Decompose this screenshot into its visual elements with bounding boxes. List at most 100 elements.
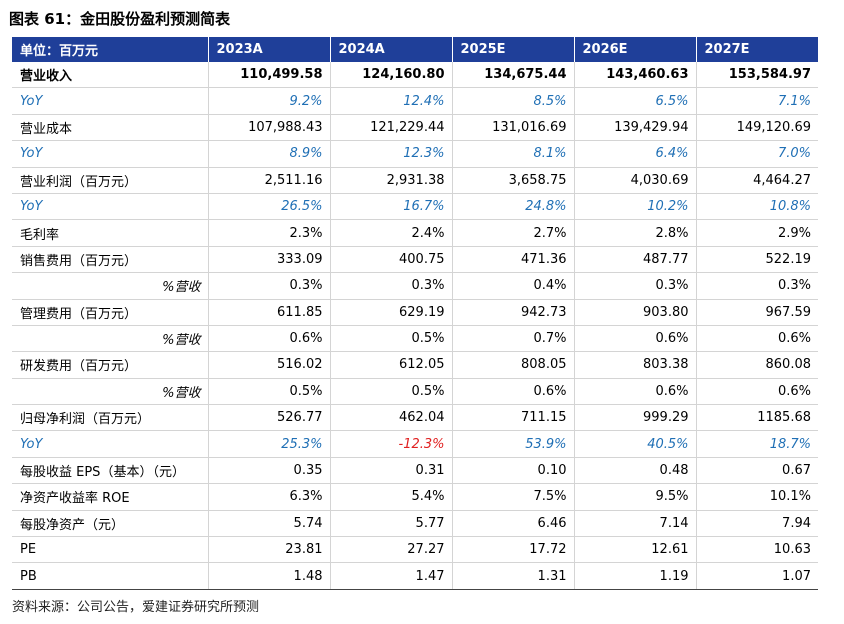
table-cell: 7.5% [451,483,574,511]
table-cell: 131,016.69 [451,114,574,142]
table-cell: 10.63 [695,536,818,564]
table-cell: 0.35 [207,457,330,485]
table-cell: 8.5% [451,87,574,115]
figure-title: 图表 61：金田股份盈利预测简表 [9,10,231,28]
table-cell: 10.8% [695,193,818,221]
row-label: 每股收益 EPS（基本）（元） [12,457,208,485]
table-cell: 0.3% [695,272,818,300]
table-cell: 2.8% [573,219,696,247]
row-label: 营业利润（百万元） [12,167,208,194]
table-cell: 0.5% [207,378,330,406]
table-row: %营收 0.5% 0.5% 0.6% 0.6% 0.6% [12,378,818,406]
table-row: 营业收入 110,499.58 124,160.80 134,675.44 143,46… [12,62,818,89]
table-header-row: 单位：百万元 2023A 2024A 2025E 2026E 2027E [12,37,818,62]
row-label: 营业成本 [12,114,208,142]
table-cell: 1.47 [329,562,452,590]
table-cell: 7.14 [573,510,696,538]
table-cell: 7.1% [695,87,818,115]
table-cell: 17.72 [451,536,574,564]
table-cell: 0.4% [451,272,574,300]
table-cell: 516.02 [207,351,330,379]
table-row: YoY 8.9% 12.3% 8.1% 6.4% 7.0% [12,140,818,168]
row-label: 归母净利润（百万元） [12,404,208,432]
table-cell: 9.5% [573,483,696,511]
table-cell: 6.4% [573,140,696,168]
header-2024a: 2024A [329,37,452,62]
table-row: 每股净资产（元） 5.74 5.77 6.46 7.14 7.94 [12,510,818,538]
financial-forecast-table: 单位：百万元 2023A 2024A 2025E 2026E 2027E 营业收… [12,37,818,590]
table-cell: 0.6% [207,325,330,353]
table-cell: 967.59 [695,299,818,326]
table-cell: 629.19 [329,299,452,326]
table-cell: 1.31 [451,562,574,590]
header-2025e: 2025E [451,37,574,62]
table-cell: 0.6% [573,378,696,406]
table-cell: 0.48 [573,457,696,485]
table-cell: 1.07 [695,562,818,590]
table-cell: 333.09 [207,246,330,274]
table-cell: 153,584.97 [695,62,818,89]
table-cell: 149,120.69 [695,114,818,142]
table-cell: 487.77 [573,246,696,274]
table-cell: 12.61 [573,536,696,564]
table-cell: 6.3% [207,483,330,511]
table-cell: 3,658.75 [451,167,574,194]
table-body: 营业收入 110,499.58 124,160.80 134,675.44 143,46… [12,62,818,590]
table-cell: 0.6% [451,378,574,406]
table-cell: 903.80 [573,299,696,326]
row-label: %营收 [12,272,208,300]
table-cell: 0.31 [329,457,452,485]
table-row: 毛利率 2.3% 2.4% 2.7% 2.8% 2.9% [12,219,818,247]
table-cell: 462.04 [329,404,452,432]
table-cell: 10.1% [695,483,818,511]
table-cell: 2.9% [695,219,818,247]
table-row: YoY 9.2% 12.4% 8.5% 6.5% 7.1% [12,87,818,115]
table-cell: 2,511.16 [207,167,330,194]
header-2023a: 2023A [207,37,330,62]
row-label: %营收 [12,325,208,353]
table-cell: 8.1% [451,140,574,168]
table-row: 管理费用（百万元） 611.85 629.19 942.73 903.80 967.59 [12,299,818,326]
table-row: 净资产收益率 ROE 6.3% 5.4% 7.5% 9.5% 10.1% [12,483,818,511]
row-label: PE [12,536,208,564]
table-row: 归母净利润（百万元） 526.77 462.04 711.15 999.29 1185.6… [12,404,818,432]
table-cell: 16.7% [329,193,452,221]
row-label: 毛利率 [12,219,208,247]
table-cell: 0.5% [329,378,452,406]
table-row: PB 1.48 1.47 1.31 1.19 1.07 [12,562,818,590]
row-label: %营收 [12,378,208,406]
table-cell: 2.3% [207,219,330,247]
table-cell: 24.8% [451,193,574,221]
table-cell: 2.7% [451,219,574,247]
table-row: 研发费用（百万元） 516.02 612.05 808.05 803.38 860.08 [12,351,818,379]
table-cell: 0.10 [451,457,574,485]
table-cell: 139,429.94 [573,114,696,142]
table-cell: 7.0% [695,140,818,168]
table-row: 营业利润（百万元） 2,511.16 2,931.38 3,658.75 4,030.6… [12,167,818,194]
table-cell: 803.38 [573,351,696,379]
table-row: YoY 26.5% 16.7% 24.8% 10.2% 10.8% [12,193,818,221]
table-cell: 0.6% [695,325,818,353]
row-label: YoY [12,430,208,458]
table-cell: 942.73 [451,299,574,326]
row-label: 净资产收益率 ROE [12,483,208,511]
table-cell: 107,988.43 [207,114,330,142]
table-cell: -12.3% [329,430,452,458]
row-label: PB [12,562,208,590]
table-cell: 4,030.69 [573,167,696,194]
table-cell: 2,931.38 [329,167,452,194]
table-cell: 860.08 [695,351,818,379]
table-row: PE 23.81 27.27 17.72 12.61 10.63 [12,536,818,564]
table-cell: 9.2% [207,87,330,115]
row-label: YoY [12,140,208,168]
table-row: 每股收益 EPS（基本）（元） 0.35 0.31 0.10 0.48 0.67 [12,457,818,485]
table-row: %营收 0.3% 0.3% 0.4% 0.3% 0.3% [12,272,818,300]
row-label: 销售费用（百万元） [12,246,208,274]
table-cell: 1185.68 [695,404,818,432]
table-cell: 12.4% [329,87,452,115]
table-cell: 10.2% [573,193,696,221]
header-unit: 单位：百万元 [12,37,208,62]
table-cell: 4,464.27 [695,167,818,194]
table-cell: 5.77 [329,510,452,538]
table-cell: 808.05 [451,351,574,379]
